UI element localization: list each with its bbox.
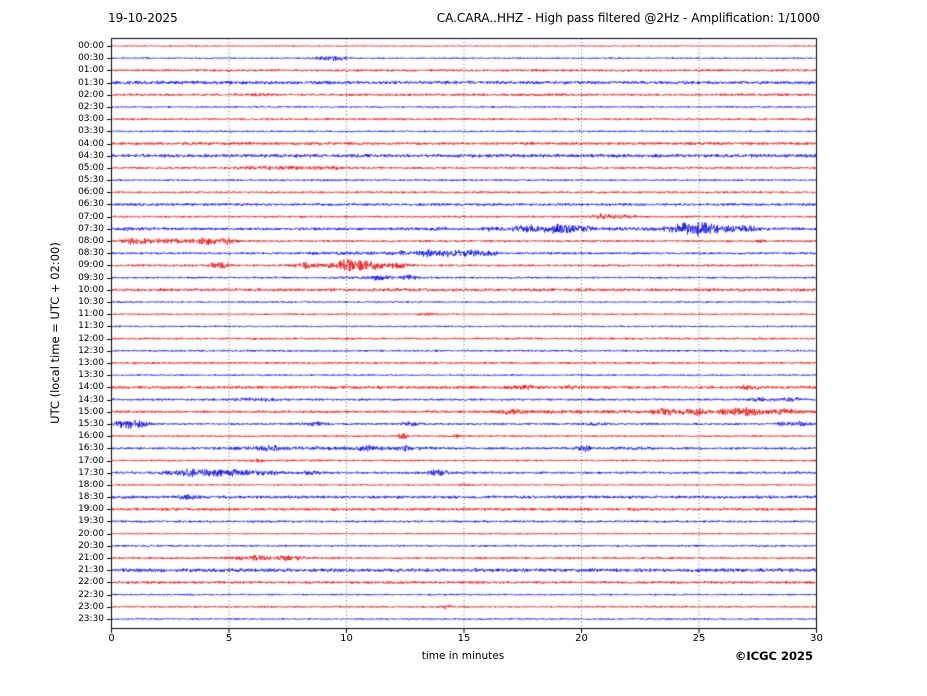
y-tick-label: 10:30 — [78, 297, 104, 308]
y-axis-title: UTC (local time = UTC + 02:00) — [48, 242, 62, 424]
y-tick-label: 08:30 — [78, 248, 104, 259]
y-tick-label: 15:00 — [78, 406, 104, 417]
y-tick-label: 05:00 — [78, 162, 104, 173]
y-tick-label: 14:00 — [78, 382, 104, 393]
y-tick-label: 11:00 — [78, 309, 104, 320]
y-tick-label: 03:30 — [78, 126, 104, 137]
y-tick-label: 21:00 — [78, 553, 104, 564]
y-tick-label: 05:30 — [78, 175, 104, 186]
y-tick-label: 22:00 — [78, 577, 104, 588]
x-tick-label: 5 — [225, 633, 233, 644]
y-tick-label: 16:00 — [78, 431, 104, 442]
y-tick-label: 23:00 — [78, 601, 104, 612]
y-tick-label: 17:00 — [78, 455, 104, 466]
y-tick-label: 12:00 — [78, 333, 104, 344]
date-label: 19-10-2025 — [108, 11, 178, 25]
y-tick-label: 01:00 — [78, 65, 104, 76]
y-tick-label: 21:30 — [78, 565, 104, 576]
y-tick-label: 15:30 — [78, 418, 104, 429]
y-tick-label: 11:30 — [78, 321, 104, 332]
y-tick-label: 07:00 — [78, 211, 104, 222]
y-tick-label: 18:00 — [78, 479, 104, 490]
y-tick-label: 01:30 — [78, 77, 104, 88]
y-tick-label: 13:30 — [78, 370, 104, 381]
plot-title: CA.CARA..HHZ - High pass filtered @2Hz -… — [436, 11, 820, 25]
y-tick-label: 06:00 — [78, 187, 104, 198]
y-tick-label: 19:30 — [78, 516, 104, 527]
x-tick-label: 25 — [692, 633, 706, 644]
y-tick-label: 00:00 — [78, 41, 104, 51]
x-tick-label: 10 — [340, 633, 353, 644]
y-tick-label: 07:30 — [78, 223, 104, 234]
y-tick-label: 06:30 — [78, 199, 104, 210]
y-tick-label: 09:30 — [78, 272, 104, 283]
x-tick-label: 20 — [575, 633, 588, 644]
y-tick-label: 19:00 — [78, 504, 104, 515]
y-tick-label: 16:30 — [78, 443, 104, 454]
x-tick-label: 30 — [810, 633, 823, 644]
y-tick-label: 14:30 — [78, 394, 104, 405]
y-tick-label: 17:30 — [78, 467, 104, 478]
y-tick-label: 22:30 — [78, 589, 104, 600]
y-tick-label: 18:30 — [78, 492, 104, 503]
y-tick-label: 20:00 — [78, 528, 104, 539]
x-axis-title: time in minutes — [421, 650, 505, 662]
x-tick-label: 0 — [108, 633, 115, 644]
y-tick-label: 10:00 — [78, 284, 104, 295]
y-tick-label: 08:00 — [78, 236, 104, 247]
y-tick-label: 12:30 — [78, 345, 104, 356]
y-tick-label: 23:30 — [78, 614, 104, 624]
y-tick-label: 20:30 — [78, 540, 104, 551]
y-tick-label: 00:30 — [78, 53, 104, 64]
y-tick-label: 02:00 — [78, 89, 104, 100]
y-tick-label: 02:30 — [78, 101, 104, 112]
y-tick-label: 09:00 — [78, 260, 104, 271]
copyright-label: ©ICGC 2025 — [734, 649, 813, 663]
y-tick-label: 13:00 — [78, 357, 104, 368]
x-tick-label: 15 — [457, 633, 471, 644]
y-tick-label: 04:00 — [78, 138, 104, 149]
y-tick-label: 04:30 — [78, 150, 104, 161]
y-tick-label: 03:00 — [78, 114, 104, 125]
